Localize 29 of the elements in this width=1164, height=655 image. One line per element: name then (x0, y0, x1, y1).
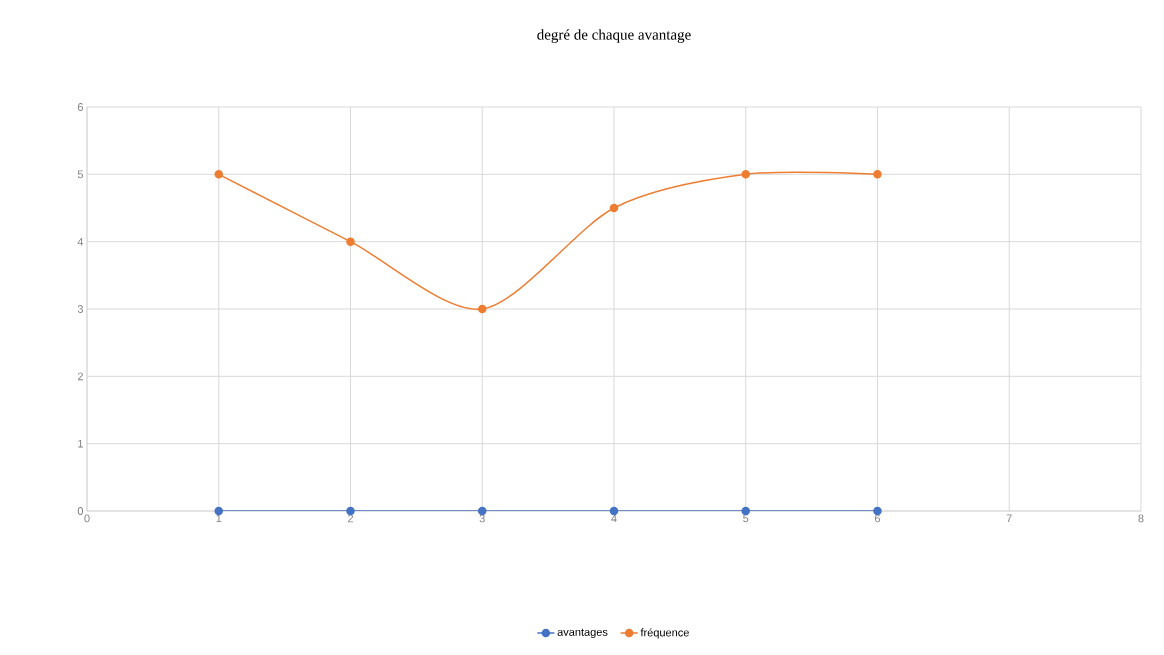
chart-title: degré de chaque avantage (537, 29, 691, 43)
y-tick-label: 5 (77, 170, 84, 179)
point (873, 506, 882, 516)
y-tick-label: 1 (78, 439, 83, 448)
x-tick-label: 1 (216, 514, 222, 523)
y-tick-label: 2 (77, 372, 83, 381)
point (477, 506, 487, 516)
point (741, 170, 750, 179)
point (477, 304, 487, 314)
point (214, 506, 224, 516)
legend-label: fréquence (640, 628, 689, 639)
y-tick-label: 6 (77, 103, 83, 111)
x-tick-label: 7 (1006, 514, 1012, 523)
point (609, 506, 619, 516)
legend-label: avantages (557, 628, 608, 639)
point (873, 170, 882, 179)
x-tick-label: 3 (479, 514, 485, 523)
point (346, 506, 355, 516)
y-tick-label: 0 (77, 507, 84, 515)
x-tick-label: 2 (347, 514, 354, 523)
y-tick-label: 4 (77, 237, 84, 246)
point (214, 170, 224, 179)
x-tick-label: 0 (84, 514, 90, 523)
x-tick-label: 4 (611, 514, 617, 523)
x-tick-label: 8 (1138, 514, 1144, 523)
point (346, 237, 355, 246)
point (609, 203, 619, 213)
y-tick-label: 3 (77, 305, 83, 313)
x-tick-label: 6 (874, 514, 881, 523)
